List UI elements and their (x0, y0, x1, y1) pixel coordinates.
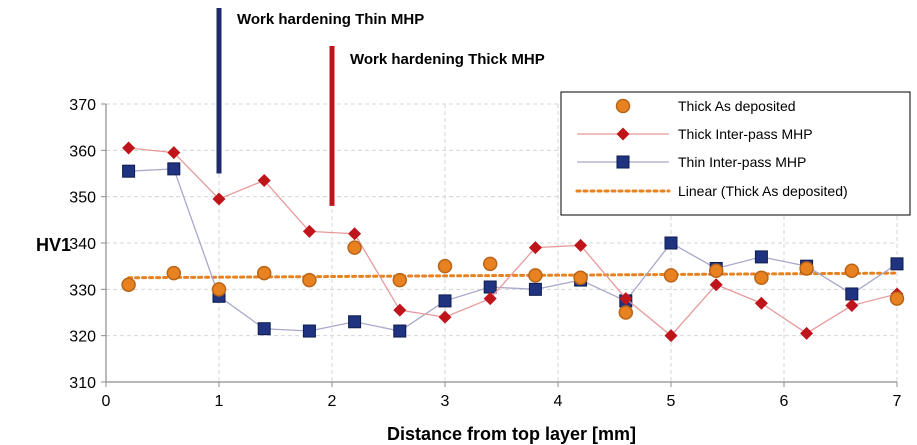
data-point (122, 141, 136, 155)
series-line (128, 168, 898, 332)
legend-item: Linear (Thick As deposited) (575, 183, 848, 199)
data-point (528, 282, 542, 296)
data-point (302, 224, 316, 238)
y-tick-label: 330 (69, 282, 96, 299)
legend-item: Thick As deposited (615, 98, 796, 114)
data-point (754, 296, 768, 310)
data-point (257, 322, 271, 336)
data-point (483, 280, 497, 294)
data-point (573, 270, 588, 285)
data-point (438, 310, 452, 324)
y-tick-label: 370 (69, 97, 96, 114)
legend-marker (616, 127, 630, 141)
y-tick-label: 320 (69, 329, 96, 346)
data-point (754, 270, 769, 285)
series-thick-as-deposited (121, 240, 905, 320)
data-point (348, 227, 362, 241)
y-tick-label: 310 (69, 375, 96, 392)
series-line (128, 147, 898, 337)
data-point (528, 268, 543, 283)
data-point (393, 324, 407, 338)
x-tick-label: 5 (667, 393, 676, 410)
data-point (348, 315, 362, 329)
legend-item: Thick Inter-pass MHP (577, 126, 813, 142)
legend-marker (615, 98, 631, 114)
data-point (708, 263, 724, 279)
data-point (799, 261, 814, 276)
y-tick-label: 360 (69, 143, 96, 160)
data-point (664, 329, 678, 343)
data-point (528, 241, 542, 255)
data-point (121, 277, 136, 292)
data-point (167, 146, 181, 160)
data-point (890, 257, 904, 271)
legend-label: Thin Inter-pass MHP (678, 154, 806, 170)
data-point (257, 173, 271, 187)
data-point (256, 265, 272, 281)
y-tick-label: 340 (69, 236, 96, 253)
x-axis-label: Distance from top layer [mm] (387, 424, 636, 444)
data-point (663, 268, 679, 283)
y-tick-label: 350 (69, 190, 96, 207)
x-tick-label: 3 (441, 393, 450, 410)
data-point (122, 164, 136, 178)
data-point (889, 291, 905, 306)
x-tick-label: 7 (893, 393, 902, 410)
data-point (845, 287, 859, 301)
data-point (302, 324, 316, 338)
x-tick-label: 1 (215, 393, 224, 410)
data-point (483, 292, 497, 306)
data-point (393, 303, 407, 317)
data-point (211, 282, 227, 297)
data-point (437, 258, 453, 274)
data-point (347, 240, 362, 255)
data-point (392, 272, 408, 288)
data-point (754, 250, 768, 264)
annotation-label: Work hardening Thick MHP (350, 51, 545, 68)
x-tick-label: 6 (780, 393, 789, 410)
data-point (619, 292, 633, 306)
series-layer (121, 141, 905, 343)
legend: Thick As deposited Thick Inter-pass MHP Th… (560, 91, 911, 216)
data-point (664, 236, 678, 250)
legend-label: Thick Inter-pass MHP (678, 126, 813, 142)
trend-line (127, 271, 899, 280)
x-tick-label: 0 (102, 393, 111, 410)
data-point (166, 265, 182, 281)
data-point (845, 299, 859, 313)
data-point (844, 263, 860, 279)
series-thick-inter-pass-mhp (122, 141, 904, 343)
data-point (709, 278, 723, 292)
data-point (212, 192, 226, 206)
data-point (618, 305, 634, 320)
legend-marker (616, 155, 630, 169)
data-point (167, 162, 181, 176)
data-point (800, 326, 814, 340)
series-linear-thick-as-deposited (127, 271, 899, 280)
annotations: Work hardening Thin MHP Work hardening Th… (216, 8, 545, 206)
legend-label: Thick As deposited (678, 98, 796, 114)
x-tick-label: 4 (554, 393, 563, 410)
data-point (302, 272, 317, 288)
x-tick-label: 2 (328, 393, 337, 410)
legend-box (560, 91, 911, 216)
data-point (438, 294, 452, 308)
data-point (574, 238, 588, 252)
legend-item: Thin Inter-pass MHP (577, 154, 806, 170)
y-axis-label: HV1 (36, 235, 71, 255)
data-point (482, 256, 498, 272)
legend-label: Linear (Thick As deposited) (678, 183, 848, 199)
annotation-label: Work hardening Thin MHP (237, 11, 424, 28)
axes: 310 320 330 340 350 360 370 0 1 2 3 4 5 6 7 (69, 97, 901, 410)
